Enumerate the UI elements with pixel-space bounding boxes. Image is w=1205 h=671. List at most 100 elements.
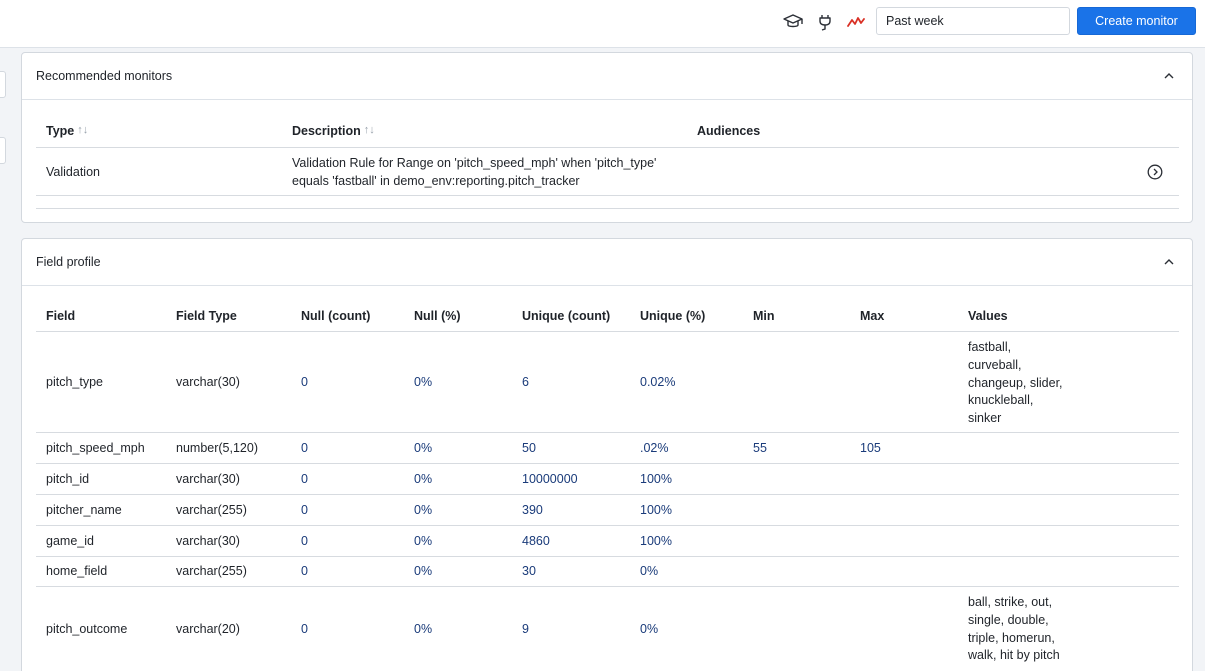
null-count: 0 <box>301 441 308 455</box>
graduation-cap-icon[interactable] <box>782 11 804 33</box>
value-line: triple, homerun, <box>968 630 1055 645</box>
null-pct: 0% <box>414 472 433 486</box>
unique-pct: 100% <box>640 534 672 548</box>
sort-icon[interactable]: ↑↓ <box>363 124 375 136</box>
field-values: ball, strike, out, single, double, tripl… <box>968 594 1060 665</box>
column-header-null-count: Null (count) <box>301 309 371 323</box>
panel-header[interactable]: Recommended monitors <box>22 53 1192 100</box>
column-header-unique-pct: Unique (%) <box>640 309 706 323</box>
field-type: number(5,120) <box>176 441 258 455</box>
column-header-audiences: Audiences <box>697 124 761 138</box>
null-count: 0 <box>301 534 308 548</box>
unique-count: 9 <box>522 622 529 636</box>
value-line: knuckleball, <box>968 393 1034 408</box>
null-pct: 0% <box>414 503 433 517</box>
divider <box>36 147 1179 148</box>
monitor-description-line: Validation Rule for Range on 'pitch_spee… <box>292 156 657 170</box>
unique-pct: 0% <box>640 564 659 578</box>
time-range-select[interactable]: Past week <box>876 7 1070 35</box>
divider <box>36 525 1179 526</box>
value-line: ball, strike, out, <box>968 595 1053 609</box>
unique-count: 30 <box>522 564 536 578</box>
field-profile-panel: Field profile Field Field Type Null (cou… <box>21 238 1193 671</box>
column-header-field: Field <box>46 309 76 323</box>
field-name: pitch_speed_mph <box>46 441 145 455</box>
value-line: walk, hit by pitch <box>968 648 1060 663</box>
unique-count: 6 <box>522 375 529 389</box>
divider <box>36 463 1179 464</box>
field-values: fastball, curveball, changeup, slider, k… <box>968 339 1063 428</box>
field-type: varchar(30) <box>176 375 240 389</box>
column-header-unique-count: Unique (count) <box>522 309 611 323</box>
unique-count: 390 <box>522 503 543 517</box>
column-header-label: Description <box>292 124 361 138</box>
value-line: single, double, <box>968 612 1049 627</box>
null-pct: 0% <box>414 375 433 389</box>
unique-count: 10000000 <box>522 472 578 486</box>
field-name: pitcher_name <box>46 503 122 517</box>
field-type: varchar(20) <box>176 622 240 636</box>
monitor-type: Validation <box>46 165 100 179</box>
null-count: 0 <box>301 503 308 517</box>
unique-count: 4860 <box>522 534 550 548</box>
max-value: 105 <box>860 441 881 455</box>
value-line: curveball, <box>968 357 1022 372</box>
recommended-monitors-panel: Recommended monitors Type ↑↓ Description ↑… <box>21 52 1193 223</box>
field-type: varchar(30) <box>176 472 240 486</box>
chevron-right-circle-icon[interactable] <box>1147 164 1163 180</box>
divider <box>36 556 1179 557</box>
monitor-description-line: equals 'fastball' in demo_env:reporting.… <box>292 174 580 188</box>
null-count: 0 <box>301 375 308 389</box>
panel-title: Recommended monitors <box>36 69 173 83</box>
value-line: sinker <box>968 411 1002 426</box>
divider <box>36 331 1179 332</box>
panel-header[interactable]: Field profile <box>22 239 1192 286</box>
field-name: home_field <box>46 564 108 578</box>
null-pct: 0% <box>414 441 433 455</box>
null-pct: 0% <box>414 534 433 548</box>
top-bar: Past week Create monitor <box>0 0 1205 48</box>
column-header-max: Max <box>860 309 885 323</box>
null-count: 0 <box>301 472 308 486</box>
min-value: 55 <box>753 441 767 455</box>
unique-pct: 0% <box>640 622 659 636</box>
unique-pct: 100% <box>640 472 672 486</box>
divider <box>36 586 1179 587</box>
field-name: pitch_id <box>46 472 90 486</box>
null-count: 0 <box>301 564 308 578</box>
sort-icon[interactable]: ↑↓ <box>77 124 89 136</box>
left-sidebar-control[interactable] <box>0 137 6 164</box>
column-header-values: Values <box>968 309 1008 323</box>
field-type: varchar(255) <box>176 503 247 517</box>
column-header-min: Min <box>753 309 775 323</box>
value-line: fastball, <box>968 340 1012 354</box>
chevron-up-icon[interactable] <box>1162 69 1176 83</box>
column-header-description[interactable]: Description ↑↓ <box>292 124 375 138</box>
plug-icon[interactable] <box>814 11 836 33</box>
null-pct: 0% <box>414 622 433 636</box>
divider <box>36 494 1179 495</box>
left-sidebar-control[interactable] <box>0 71 6 98</box>
column-header-null-pct: Null (%) <box>414 309 461 323</box>
panel-title: Field profile <box>36 255 101 269</box>
value-line: changeup, slider, <box>968 375 1063 390</box>
unique-pct: .02% <box>640 441 669 455</box>
unique-pct: 0.02% <box>640 375 676 389</box>
create-monitor-button[interactable]: Create monitor <box>1077 7 1196 35</box>
null-pct: 0% <box>414 564 433 578</box>
null-count: 0 <box>301 622 308 636</box>
column-header-label: Type <box>46 124 75 138</box>
divider <box>36 208 1179 209</box>
anomaly-icon[interactable] <box>845 11 867 33</box>
field-name: pitch_outcome <box>46 622 128 636</box>
field-type: varchar(30) <box>176 534 240 548</box>
column-header-type[interactable]: Type ↑↓ <box>46 124 88 138</box>
field-type: varchar(255) <box>176 564 247 578</box>
divider <box>36 432 1179 433</box>
column-header-field-type: Field Type <box>176 309 237 323</box>
unique-count: 50 <box>522 441 536 455</box>
field-name: game_id <box>46 534 94 548</box>
divider <box>36 195 1179 196</box>
chevron-up-icon[interactable] <box>1162 255 1176 269</box>
unique-pct: 100% <box>640 503 672 517</box>
